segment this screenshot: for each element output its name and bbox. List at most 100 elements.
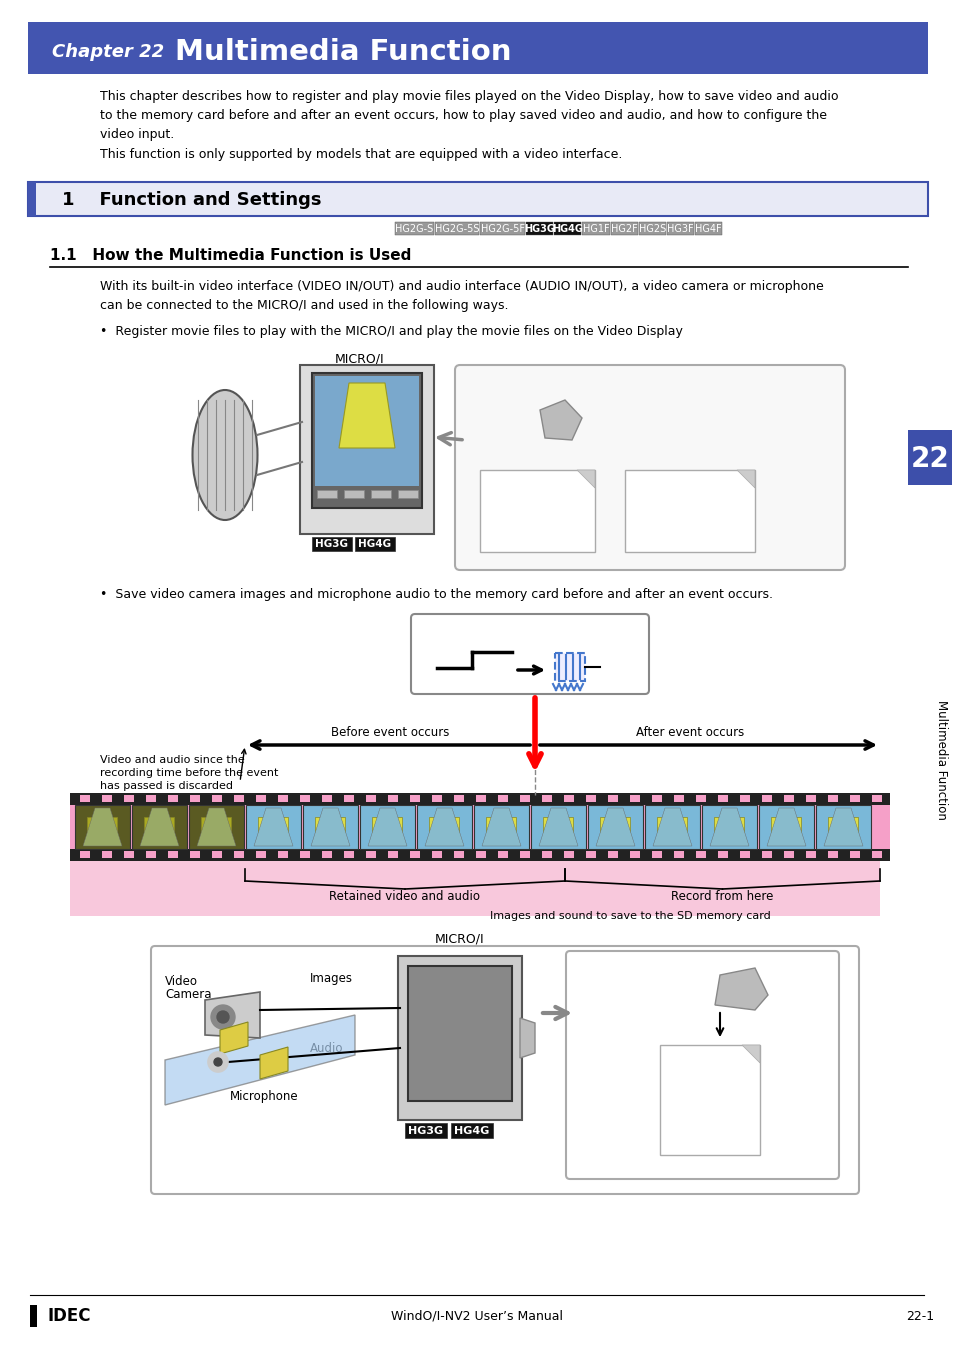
Text: With its built-in video interface (VIDEO IN/OUT) and audio interface (AUDIO IN/O: With its built-in video interface (VIDEO…	[100, 279, 822, 312]
Circle shape	[208, 1052, 228, 1072]
FancyBboxPatch shape	[587, 805, 642, 849]
FancyBboxPatch shape	[132, 805, 187, 849]
FancyBboxPatch shape	[827, 817, 858, 837]
Text: Audio: Audio	[310, 1042, 343, 1054]
Text: HG2F: HG2F	[610, 224, 637, 234]
FancyBboxPatch shape	[299, 364, 434, 535]
Text: IDEC: IDEC	[48, 1307, 91, 1324]
Text: HG3G: HG3G	[523, 224, 555, 234]
FancyBboxPatch shape	[525, 221, 553, 235]
Text: Movie Files: Movie Files	[505, 500, 569, 513]
FancyBboxPatch shape	[871, 795, 882, 802]
Polygon shape	[165, 1015, 355, 1106]
FancyBboxPatch shape	[258, 817, 288, 837]
Polygon shape	[539, 400, 581, 440]
FancyBboxPatch shape	[372, 817, 402, 837]
FancyBboxPatch shape	[408, 967, 512, 1102]
FancyBboxPatch shape	[70, 792, 889, 861]
FancyBboxPatch shape	[519, 795, 530, 802]
Text: HG1F: HG1F	[582, 224, 609, 234]
Text: has passed is discarded: has passed is discarded	[100, 782, 233, 791]
Text: Images and sound to save to the SD memory card: Images and sound to save to the SD memor…	[490, 911, 770, 921]
FancyBboxPatch shape	[554, 221, 580, 235]
FancyBboxPatch shape	[233, 795, 244, 802]
FancyBboxPatch shape	[146, 795, 156, 802]
FancyBboxPatch shape	[80, 850, 90, 859]
FancyBboxPatch shape	[815, 805, 870, 849]
FancyBboxPatch shape	[70, 861, 879, 917]
Polygon shape	[577, 470, 595, 487]
FancyBboxPatch shape	[585, 795, 596, 802]
FancyBboxPatch shape	[277, 850, 288, 859]
FancyBboxPatch shape	[366, 850, 375, 859]
Text: This chapter describes how to register and play movie files played on the Video : This chapter describes how to register a…	[100, 90, 838, 140]
Text: HG4G: HG4G	[454, 1126, 489, 1135]
FancyBboxPatch shape	[201, 817, 232, 837]
FancyBboxPatch shape	[344, 490, 364, 498]
Text: 1    Function and Settings: 1 Function and Settings	[62, 190, 321, 209]
Text: Video and audio since the: Video and audio since the	[100, 755, 245, 765]
FancyBboxPatch shape	[411, 614, 648, 694]
FancyBboxPatch shape	[639, 221, 665, 235]
FancyBboxPatch shape	[599, 817, 630, 837]
FancyBboxPatch shape	[190, 850, 200, 859]
Text: HG3G: HG3G	[315, 539, 348, 549]
FancyBboxPatch shape	[397, 490, 417, 498]
Polygon shape	[83, 809, 122, 846]
Polygon shape	[481, 809, 520, 846]
FancyBboxPatch shape	[189, 805, 244, 849]
Text: HG2G-5F: HG2G-5F	[480, 224, 524, 234]
Text: Video: Video	[165, 975, 198, 988]
Polygon shape	[714, 968, 767, 1010]
FancyBboxPatch shape	[474, 805, 529, 849]
FancyBboxPatch shape	[410, 795, 419, 802]
Text: •  Save video camera images and microphone audio to the memory card before and a: • Save video camera images and microphon…	[100, 589, 772, 601]
FancyBboxPatch shape	[497, 850, 507, 859]
Text: HG4G: HG4G	[552, 224, 582, 234]
Text: WindO/I-NV2 User’s Manual: WindO/I-NV2 User’s Manual	[391, 1310, 562, 1323]
FancyBboxPatch shape	[585, 850, 596, 859]
FancyBboxPatch shape	[255, 850, 266, 859]
FancyBboxPatch shape	[146, 850, 156, 859]
FancyBboxPatch shape	[805, 795, 815, 802]
FancyBboxPatch shape	[563, 850, 574, 859]
Text: Chapter 22: Chapter 22	[52, 43, 164, 61]
FancyBboxPatch shape	[124, 850, 133, 859]
FancyBboxPatch shape	[88, 817, 117, 837]
FancyBboxPatch shape	[124, 795, 133, 802]
FancyBboxPatch shape	[761, 850, 771, 859]
FancyBboxPatch shape	[607, 795, 618, 802]
Text: (movie.lst): (movie.lst)	[659, 516, 720, 526]
Text: 22-1: 22-1	[905, 1310, 933, 1323]
FancyBboxPatch shape	[480, 221, 524, 235]
Text: MICRO/I: MICRO/I	[435, 931, 484, 945]
Polygon shape	[823, 809, 862, 846]
FancyBboxPatch shape	[871, 850, 882, 859]
FancyBboxPatch shape	[80, 795, 90, 802]
FancyBboxPatch shape	[761, 795, 771, 802]
Polygon shape	[205, 992, 260, 1038]
Text: 22: 22	[910, 446, 948, 472]
FancyBboxPatch shape	[322, 795, 332, 802]
Text: HG4F: HG4F	[695, 224, 721, 234]
FancyBboxPatch shape	[907, 431, 951, 485]
FancyBboxPatch shape	[432, 795, 441, 802]
Circle shape	[213, 1058, 222, 1066]
FancyBboxPatch shape	[246, 805, 301, 849]
FancyBboxPatch shape	[610, 221, 638, 235]
Text: HG2G-S: HG2G-S	[395, 224, 433, 234]
FancyBboxPatch shape	[344, 795, 354, 802]
FancyBboxPatch shape	[771, 817, 801, 837]
Polygon shape	[596, 809, 635, 846]
Text: This function is only supported by models that are equipped with a video interfa: This function is only supported by model…	[100, 148, 621, 161]
Polygon shape	[338, 383, 395, 448]
FancyBboxPatch shape	[696, 795, 705, 802]
Text: MICRO/I: MICRO/I	[335, 352, 384, 366]
Text: Record from here: Record from here	[671, 891, 773, 903]
FancyBboxPatch shape	[435, 221, 479, 235]
FancyBboxPatch shape	[454, 850, 463, 859]
Polygon shape	[538, 809, 578, 846]
FancyBboxPatch shape	[629, 850, 639, 859]
Text: SD Memory Card: SD Memory Card	[679, 960, 785, 973]
Polygon shape	[519, 1018, 535, 1058]
